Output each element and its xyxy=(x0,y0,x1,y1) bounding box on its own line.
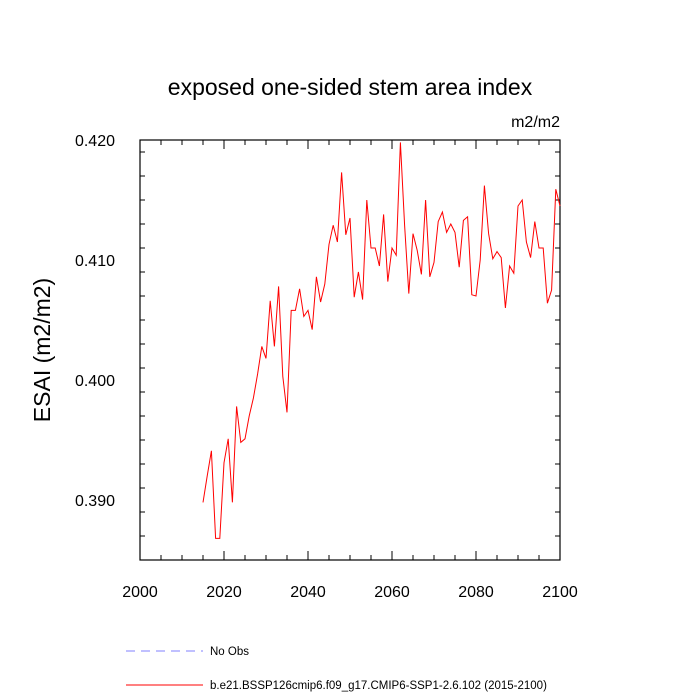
axis-ticks xyxy=(139,140,561,561)
x-tick-label: 2000 xyxy=(122,584,158,601)
legend-label-no-obs: No Obs xyxy=(210,646,249,658)
y-tick-label: 0.390 xyxy=(75,493,115,510)
y-tick-label: 0.400 xyxy=(75,373,115,390)
y-axis-label: ESAI (m2/m2) xyxy=(29,278,55,422)
x-tick-labels: 2000 2020 2040 2060 2080 2100 xyxy=(122,584,578,601)
plot-frame xyxy=(139,139,561,561)
legend: No Obs b.e21.BSSP126cmip6.f09_g17.CMIP6-… xyxy=(126,646,547,692)
x-tick-label: 2040 xyxy=(290,584,326,601)
series-line xyxy=(202,142,561,539)
legend-label-ssp126: b.e21.BSSP126cmip6.f09_g17.CMIP6-SSP1-2.… xyxy=(210,680,547,692)
x-tick-label: 2100 xyxy=(542,584,578,601)
series-group xyxy=(202,142,561,539)
y-tick-label: 0.410 xyxy=(75,253,115,270)
y-tick-labels: 0.390 0.400 0.410 0.420 xyxy=(75,133,115,510)
units-label: m2/m2 xyxy=(511,114,560,131)
x-tick-label: 2060 xyxy=(374,584,410,601)
x-tick-label: 2020 xyxy=(206,584,242,601)
chart-title: exposed one-sided stem area index xyxy=(168,74,533,100)
x-tick-label: 2080 xyxy=(458,584,494,601)
y-tick-label: 0.420 xyxy=(75,133,115,150)
